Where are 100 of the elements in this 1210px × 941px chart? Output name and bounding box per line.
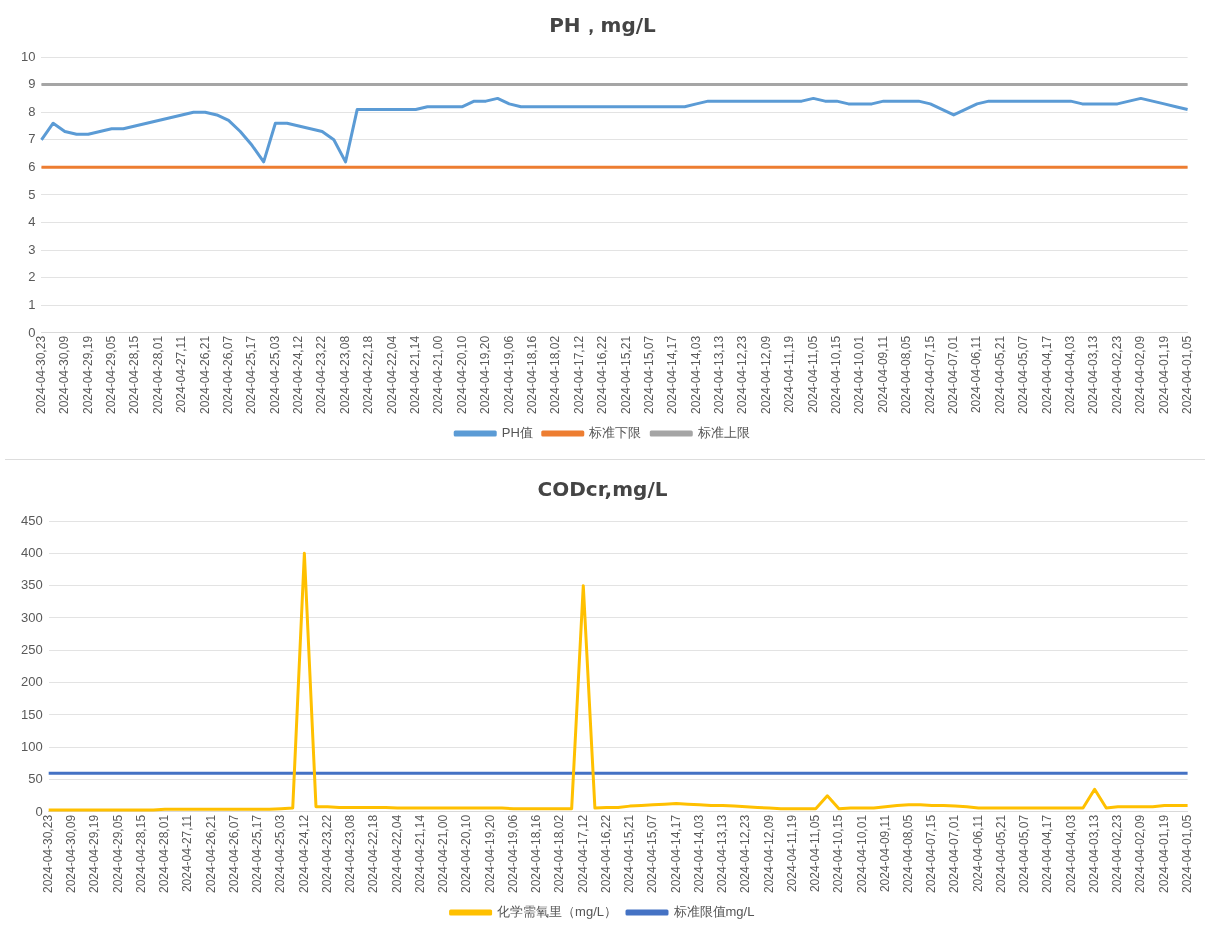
x-tick-label: 2024-04-11,19 — [784, 814, 799, 893]
x-tick-label: 2024-04-02,09 — [1133, 335, 1148, 415]
x-tick-label: 2024-04-17,12 — [575, 814, 590, 894]
x-tick-label: 2024-04-30,09 — [64, 814, 79, 894]
x-tick-label: 2024-04-17,12 — [571, 335, 586, 415]
x-tick-label: 2024-04-08,05 — [901, 814, 915, 894]
x-tick-label: 2024-04-15,07 — [645, 814, 660, 894]
x-tick-label: 2024-04-16,22 — [595, 335, 610, 415]
x-tick-label: 2024-04-04,17 — [1040, 814, 1055, 894]
legend-label: 标准上限 — [696, 425, 750, 441]
x-tick-label: 2024-04-01,19 — [1156, 814, 1171, 894]
y-tick-label: 300 — [20, 609, 43, 625]
x-tick-label: 2024-04-12,23 — [735, 335, 750, 415]
x-tick-label: 2024-04-03,13 — [1086, 814, 1101, 894]
x-tick-label: 2024-04-01,19 — [1156, 335, 1171, 415]
x-tick-label: 2024-04-30,23 — [41, 814, 55, 894]
x-tick-label: 2024-04-27,11 — [180, 814, 195, 893]
x-tick-label: 2024-04-18,02 — [552, 814, 567, 894]
x-tick-label: 2024-04-28,15 — [127, 335, 142, 415]
x-tick-label: 2024-04-30,23 — [33, 335, 48, 415]
x-tick-label: 2024-04-05,21 — [993, 814, 1008, 894]
x-tick-label: 2024-04-18,02 — [548, 335, 563, 415]
x-tick-label: 2024-04-14,17 — [665, 335, 680, 415]
x-tick-label: 2024-04-21,00 — [431, 335, 446, 415]
x-tick-label: 2024-04-15,21 — [622, 814, 637, 894]
y-tick-label: 350 — [20, 577, 43, 593]
x-tick-label: 2024-04-15,21 — [618, 335, 633, 415]
x-tick-label: 2024-04-13,13 — [715, 814, 730, 894]
chart-title: CODcr,mg/L — [537, 477, 668, 502]
x-tick-label: 2024-04-09,11 — [875, 335, 890, 414]
x-tick-label: 2024-04-28,01 — [157, 814, 172, 894]
x-tick-label: 2024-04-12,09 — [761, 814, 776, 894]
x-tick-label: 2024-04-23,08 — [343, 814, 358, 894]
x-tick-label: 2024-04-07,01 — [947, 814, 962, 894]
y-tick-label: 150 — [20, 706, 43, 722]
x-tick-label: 2024-04-02,23 — [1109, 335, 1124, 415]
x-tick-label: 2024-04-30,09 — [57, 335, 72, 415]
y-tick-label: 1 — [28, 296, 36, 312]
x-tick-label: 2024-04-14,03 — [691, 814, 706, 894]
y-tick-label: 450 — [20, 512, 43, 528]
x-tick-label: 2024-04-01,05 — [1179, 814, 1194, 894]
x-tick-label: 2024-04-04,03 — [1063, 814, 1078, 894]
chart-title: PH，mg/L — [549, 13, 657, 38]
x-tick-label: 2024-04-23,22 — [314, 335, 329, 415]
y-tick-label: 5 — [28, 186, 36, 202]
x-tick-label: 2024-04-10,01 — [854, 814, 869, 894]
x-tick-label: 2024-04-26,07 — [220, 335, 235, 415]
x-tick-label: 2024-04-20,10 — [454, 335, 469, 415]
x-tick-label: 2024-04-13,13 — [712, 335, 727, 415]
x-tick-label: 2024-04-05,21 — [992, 335, 1007, 415]
legend-label: 标准限值mg/L — [672, 904, 755, 920]
x-tick-label: 2024-04-26,07 — [226, 814, 241, 894]
x-tick-label: 2024-04-05,07 — [1016, 335, 1031, 415]
x-tick-label: 2024-04-03,13 — [1086, 335, 1101, 415]
x-tick-label: 2024-04-19,06 — [505, 814, 520, 894]
x-tick-label: 2024-04-07,01 — [946, 335, 961, 415]
x-tick-label: 2024-04-05,07 — [1017, 814, 1032, 894]
x-tick-label: 2024-04-23,22 — [319, 814, 334, 894]
x-tick-label: 2024-04-29,19 — [80, 335, 95, 415]
y-tick-label: 10 — [20, 48, 36, 64]
x-tick-label: 2024-04-26,21 — [197, 335, 212, 415]
y-tick-label: 200 — [20, 674, 43, 690]
x-tick-label: 2024-04-29,19 — [87, 814, 102, 894]
x-tick-label: 2024-04-25,03 — [267, 335, 282, 415]
x-tick-label: 2024-04-07,15 — [924, 814, 939, 894]
x-tick-label: 2024-04-10,01 — [852, 335, 867, 415]
legend-label: 化学需氧里（mg/L） — [497, 904, 618, 920]
y-tick-label: 3 — [28, 241, 36, 257]
x-tick-label: 2024-04-25,17 — [250, 814, 265, 894]
x-tick-label: 2024-04-29,05 — [110, 814, 125, 894]
x-tick-label: 2024-04-02,09 — [1133, 814, 1148, 894]
x-tick-label: 2024-04-10,15 — [831, 814, 846, 894]
y-tick-label: 9 — [28, 76, 36, 92]
y-tick-label: 50 — [28, 771, 43, 787]
x-tick-label: 2024-04-04,03 — [1062, 335, 1077, 415]
x-tick-label: 2024-04-09,11 — [877, 814, 892, 893]
legend-label: 标准下限 — [588, 425, 642, 441]
x-tick-label: 2024-04-22,04 — [389, 814, 404, 894]
x-tick-label: 2024-04-11,05 — [805, 335, 820, 414]
x-tick-label: 2024-04-11,05 — [808, 814, 823, 893]
x-tick-label: 2024-04-19,06 — [501, 335, 516, 415]
x-tick-label: 2024-04-07,15 — [922, 335, 937, 415]
x-tick-label: 2024-04-11,19 — [782, 335, 797, 414]
x-tick-label: 2024-04-10,15 — [829, 335, 844, 415]
y-tick-label: 0 — [35, 803, 43, 819]
y-tick-label: 100 — [20, 738, 43, 754]
x-tick-label: 2024-04-22,04 — [384, 335, 399, 415]
x-tick-label: 2024-04-16,22 — [598, 814, 613, 894]
x-tick-label: 2024-04-19,20 — [478, 335, 493, 415]
x-tick-label: 2024-04-01,05 — [1179, 335, 1194, 415]
x-tick-label: 2024-04-19,20 — [482, 814, 497, 894]
x-tick-label: 2024-04-14,03 — [688, 335, 703, 415]
x-tick-label: 2024-04-21,00 — [436, 814, 451, 894]
x-tick-label: 2024-04-06,11 — [969, 335, 984, 414]
y-tick-label: 0 — [28, 324, 36, 340]
x-tick-label: 2024-04-08,05 — [899, 335, 914, 415]
x-tick-label: 2024-04-22,18 — [361, 335, 376, 415]
x-tick-label: 2024-04-28,15 — [133, 814, 148, 894]
x-tick-label: 2024-04-06,11 — [970, 814, 985, 893]
x-tick-label: 2024-04-26,21 — [203, 814, 218, 894]
